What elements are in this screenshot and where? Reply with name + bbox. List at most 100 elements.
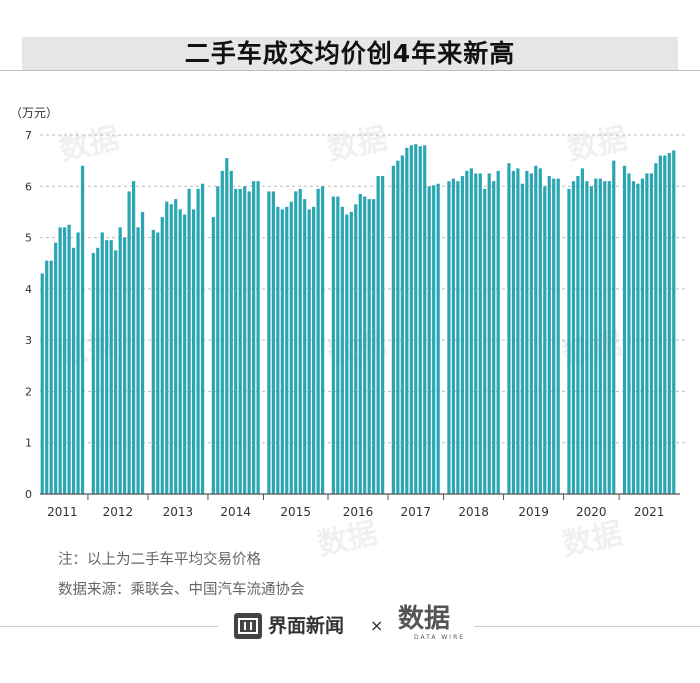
- bar: [303, 199, 307, 495]
- bar: [289, 201, 293, 495]
- x-tick-label: 2018: [458, 505, 489, 519]
- bar: [354, 204, 358, 495]
- datawire-logo: 数据: [398, 604, 451, 634]
- bar: [174, 199, 178, 495]
- bar: [169, 204, 173, 495]
- title-divider: [0, 70, 700, 71]
- bar: [54, 242, 58, 494]
- bar: [589, 186, 593, 495]
- chart-note: 注：以上为二手车平均交易价格: [58, 552, 261, 568]
- bar: [136, 227, 140, 494]
- bar: [571, 181, 576, 494]
- y-tick-label: 7: [25, 129, 32, 142]
- x-tick-label: 2021: [634, 505, 665, 519]
- bar: [123, 237, 127, 494]
- bar: [49, 260, 53, 494]
- bar: [529, 173, 533, 494]
- bar: [622, 165, 627, 494]
- bar: [331, 196, 335, 495]
- bar: [280, 209, 284, 495]
- bar: [229, 170, 233, 494]
- bar: [349, 211, 353, 494]
- datawire-logo-subtitle: DATA WIRE: [414, 634, 466, 641]
- bar: [363, 196, 367, 495]
- watermark: 数据: [314, 516, 380, 563]
- bar: [409, 145, 413, 494]
- bar: [423, 145, 427, 494]
- bar: [627, 173, 631, 494]
- bar: [576, 176, 580, 494]
- watermark: 数据: [564, 121, 630, 168]
- bar: [216, 186, 220, 495]
- bar: [492, 181, 496, 494]
- bar: [100, 232, 104, 494]
- y-tick-label: 6: [25, 180, 32, 193]
- bar: [534, 165, 538, 494]
- bar: [436, 183, 440, 494]
- jiemian-logo-icon: [234, 613, 262, 639]
- bar: [96, 247, 100, 494]
- y-tick-label: 2: [25, 385, 32, 398]
- bar: [196, 188, 200, 494]
- bar: [67, 224, 71, 494]
- bar: [63, 227, 67, 494]
- bar: [645, 173, 649, 494]
- bar: [396, 160, 400, 494]
- bar: [234, 188, 238, 494]
- bar: [538, 168, 542, 494]
- bar: [91, 252, 95, 494]
- bar: [358, 193, 362, 495]
- bar: [372, 199, 376, 495]
- bar: [418, 146, 422, 494]
- bar: [271, 191, 275, 494]
- bar: [631, 181, 636, 494]
- bar: [381, 176, 385, 494]
- bar: [496, 170, 500, 494]
- bar: [474, 173, 478, 494]
- bar: [487, 173, 491, 494]
- bar: [109, 240, 113, 494]
- bar: [580, 168, 584, 494]
- bar: [114, 250, 118, 494]
- x-tick-label: 2011: [47, 505, 78, 519]
- watermark: 数据: [56, 121, 122, 168]
- bar: [520, 183, 524, 494]
- bar: [211, 217, 215, 494]
- footer-divider-left: [0, 626, 218, 627]
- watermark: 数据: [559, 516, 625, 563]
- bar: [178, 209, 182, 495]
- bar: [451, 178, 456, 494]
- y-tick-label: 5: [25, 232, 32, 245]
- bar: [649, 173, 653, 494]
- bar: [556, 178, 560, 494]
- bar: [312, 206, 316, 495]
- bar: [340, 206, 344, 495]
- bar: [405, 147, 409, 494]
- bar: [552, 178, 556, 494]
- bar: [594, 178, 598, 494]
- bar: [543, 186, 547, 495]
- bar: [345, 214, 349, 495]
- x-tick-label: 2013: [163, 505, 194, 519]
- x-tick-label: 2014: [220, 505, 251, 519]
- times-sign: ×: [370, 616, 384, 635]
- bar: [469, 168, 473, 494]
- bar: [243, 186, 247, 495]
- bar: [298, 188, 302, 494]
- bar: [247, 191, 251, 494]
- bar: [478, 173, 482, 494]
- y-tick-label: 4: [25, 283, 32, 296]
- bar: [192, 209, 196, 495]
- bar: [118, 227, 122, 494]
- bar: [603, 181, 607, 494]
- x-tick-label: 2015: [280, 505, 311, 519]
- bar: [160, 217, 164, 494]
- data-source-note: 数据来源：乘联会、中国汽车流通协会: [58, 582, 305, 598]
- bar: [321, 186, 325, 495]
- bar: [391, 165, 395, 494]
- watermark: 数据: [324, 121, 390, 168]
- bar: [294, 191, 298, 494]
- bar: [511, 170, 516, 494]
- bar: [80, 165, 85, 494]
